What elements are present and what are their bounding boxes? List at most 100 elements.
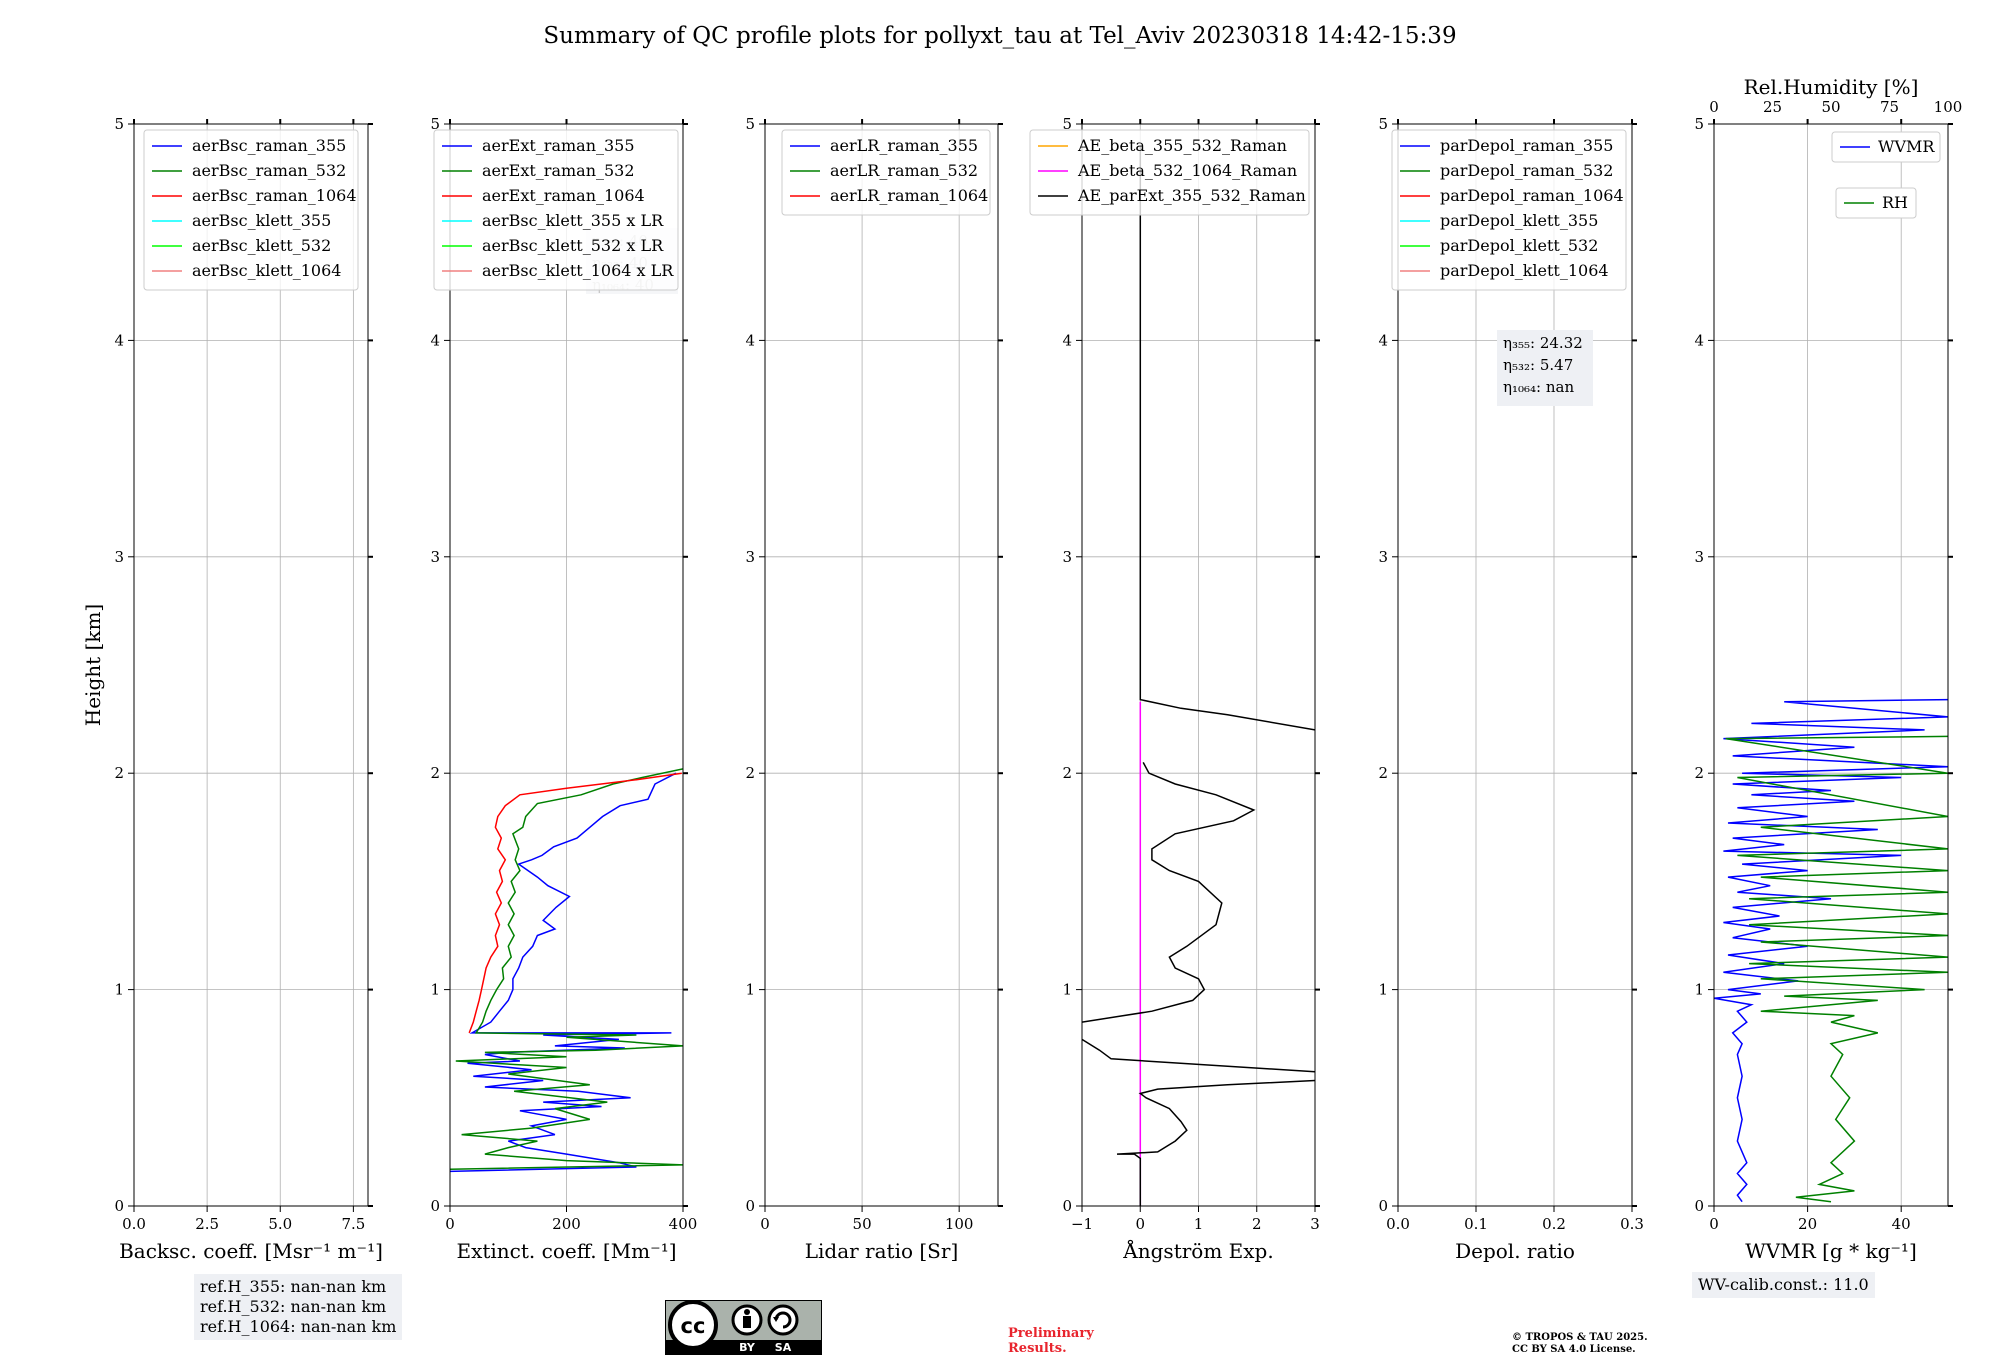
y-tick-label: 5 [430,115,440,133]
x-axis-label: Ångström Exp. [1122,1238,1273,1263]
x-axis-label: Extinct. coeff. [Mm⁻¹] [456,1239,676,1263]
cc-sa-label: SA [775,1341,792,1354]
x-tick-label: 40 [1892,1215,1911,1233]
y-tick-label: 1 [430,981,440,999]
x-tick-label: 0 [1709,1215,1719,1233]
y-tick-label: 3 [430,548,440,566]
legend-label: aerLR_raman_532 [830,161,978,180]
x-tick-label: 0.3 [1620,1215,1644,1233]
y-tick-label: 2 [1694,764,1704,782]
top-x-tick-label: 100 [1934,98,1963,116]
legend-box [781,129,991,216]
legend-box [1029,129,1310,216]
y-tick-label: 0 [1694,1197,1704,1215]
x-tick-label: 0 [445,1215,455,1233]
series-line-green [450,768,683,1170]
x-tick-label: 20 [1798,1215,1817,1233]
legend-label: aerBsc_klett_355 x LR [482,211,664,230]
copyright-note: © TROPOS & TAU 2025. CC BY SA 4.0 Licens… [1512,1332,1648,1356]
legend-label: AE_beta_355_532_Raman [1077,136,1287,155]
preliminary-line-1: Preliminary [1008,1326,1094,1341]
ref-height-1064: ref.H_1064: nan-nan km [200,1317,397,1336]
legend-label: aerBsc_raman_532 [192,161,346,180]
copyright-line-1: © TROPOS & TAU 2025. [1512,1332,1648,1343]
cc-license-badge: cc BY SA [665,1300,822,1355]
x-tick-label: 7.5 [341,1215,365,1233]
top-x-tick-label: 75 [1880,98,1899,116]
series-line-black [1139,145,1315,731]
legend-label: parDepol_raman_1064 [1440,186,1624,205]
series-line-blue [450,772,677,1173]
series-line-black [1082,762,1256,1023]
svg-text:cc: cc [681,1314,706,1338]
y-tick-label: 5 [745,115,755,133]
top-axis-label: Rel.Humidity [%] [1744,75,1919,99]
x-tick-label: 100 [945,1215,974,1233]
x-tick-label: 2.5 [195,1215,219,1233]
legend-label: aerBsc_raman_1064 [192,186,357,205]
x-tick-label: 0 [1135,1215,1145,1233]
x-tick-label: 5.0 [268,1215,292,1233]
y-tick-label: 3 [745,548,755,566]
y-tick-label: 4 [114,331,124,349]
y-tick-label: 0 [745,1197,755,1215]
legend-label: AE_beta_532_1064_Raman [1077,161,1297,180]
x-tick-label: 0 [760,1215,770,1233]
legend-label: aerExt_raman_532 [482,161,635,180]
y-tick-label: 4 [1062,331,1072,349]
legend-box [1835,187,1917,219]
legend-label: parDepol_raman_355 [1440,136,1613,155]
series-line-black [1116,1079,1315,1206]
axes-frame [1397,123,1633,1207]
legend-label: parDepol_klett_355 [1440,211,1598,230]
legend-label: AE_parExt_355_532_Raman [1077,186,1306,205]
x-axis-label: Backsc. coeff. [Msr⁻¹ m⁻¹] [119,1239,383,1263]
y-tick-label: 1 [1062,981,1072,999]
share-alike-icon [767,1304,799,1336]
x-tick-label: 0.0 [1386,1215,1410,1233]
legend-label: WVMR [1878,137,1935,156]
axes-frame [764,123,999,1207]
wv-calib-box: WV-calib.const.: 11.0 [1692,1272,1875,1298]
y-tick-label: 3 [1694,548,1704,566]
y-tick-label: 5 [114,115,124,133]
eta-label: η₃₅₅: 24.32 [1503,334,1583,352]
y-tick-label: 0 [1378,1197,1388,1215]
y-tick-label: 0 [430,1197,440,1215]
y-axis-label: Height [km] [81,604,105,726]
preliminary-line-2: Results. [1008,1341,1067,1356]
legend-label: aerBsc_raman_355 [192,136,346,155]
y-tick-label: 2 [114,764,124,782]
y-tick-label: 3 [114,548,124,566]
cc-icon [668,1300,718,1350]
top-x-tick-label: 50 [1821,98,1840,116]
y-tick-label: 2 [1062,764,1072,782]
y-tick-label: 4 [745,331,755,349]
figure-title: Summary of QC profile plots for pollyxt_… [543,23,1456,49]
y-tick-label: 2 [430,764,440,782]
legend-box [1831,131,1941,163]
eta-label: η₅₃₂: 5.47 [1503,356,1573,374]
y-tick-label: 1 [745,981,755,999]
legend-box [433,129,679,291]
legend-label: aerBsc_klett_532 x LR [482,236,664,255]
top-x-tick-label: 25 [1763,98,1782,116]
legend-box [143,129,359,291]
ref-height-355: ref.H_355: nan-nan km [200,1277,387,1296]
copyright-line-2: CC BY SA 4.0 License. [1512,1344,1636,1355]
eta-box [1497,330,1593,406]
x-axis-label: Lidar ratio [Sr] [805,1239,959,1263]
y-tick-label: 4 [430,331,440,349]
legend-label: parDepol_klett_1064 [1440,261,1609,280]
legend-label: aerBsc_klett_1064 [192,261,341,280]
y-tick-label: 5 [1062,115,1072,133]
ref-height-532: ref.H_532: nan-nan km [200,1297,387,1316]
y-tick-label: 2 [1378,764,1388,782]
legend-label: aerBsc_klett_532 [192,236,331,255]
x-tick-label: 0.1 [1464,1215,1488,1233]
ref-height-box: ref.H_355: nan-nan km ref.H_532: nan-nan… [194,1274,403,1340]
panel-depolarization: 0 1 2 3 4 5 0.0 0.1 0.2 0.3 Depol. ratio η₃₅₅: 24.3… [1378,115,1643,1263]
